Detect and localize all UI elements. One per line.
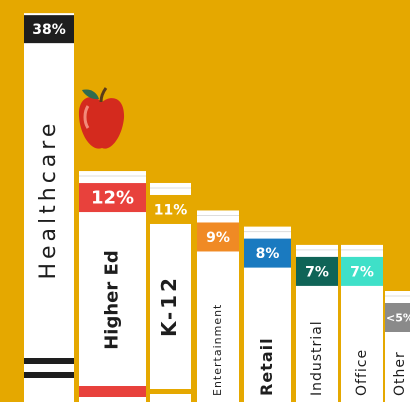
category-label: Higher Ed (102, 250, 123, 349)
category-label: Retail (257, 337, 276, 396)
book: 7% Industrial (296, 245, 338, 402)
book: 8% Retail (244, 227, 291, 402)
category-label: Other (392, 351, 408, 396)
value-label: <5% (386, 312, 410, 325)
bottom-band (150, 389, 191, 394)
book: <5% Other (385, 291, 410, 402)
category-label: Healthcare (36, 120, 61, 280)
value-label: 11% (154, 202, 188, 218)
category-label: K-12 (157, 275, 181, 337)
value-label: 7% (305, 264, 329, 280)
book: 11% K-12 (150, 183, 191, 402)
category-label: Industrial (309, 320, 325, 396)
book: 7% Office (341, 245, 383, 402)
category-label: Entertainment (211, 304, 224, 396)
book: 38% Healthcare (24, 13, 74, 402)
category-label: Office (354, 349, 370, 396)
book: 9% Entertainment (197, 210, 239, 402)
value-label: 9% (206, 230, 230, 246)
chart: 38% Healthcare 12% Higher Ed 11% K-12 9% Entert… (0, 0, 410, 402)
value-label: 12% (91, 188, 134, 209)
bottom-band (79, 386, 146, 397)
stripe (24, 358, 74, 364)
book: 12% Higher Ed (79, 171, 146, 402)
stripe (24, 372, 74, 378)
value-label: 38% (32, 22, 66, 38)
value-label: 8% (256, 246, 280, 262)
value-label: 7% (350, 264, 374, 280)
